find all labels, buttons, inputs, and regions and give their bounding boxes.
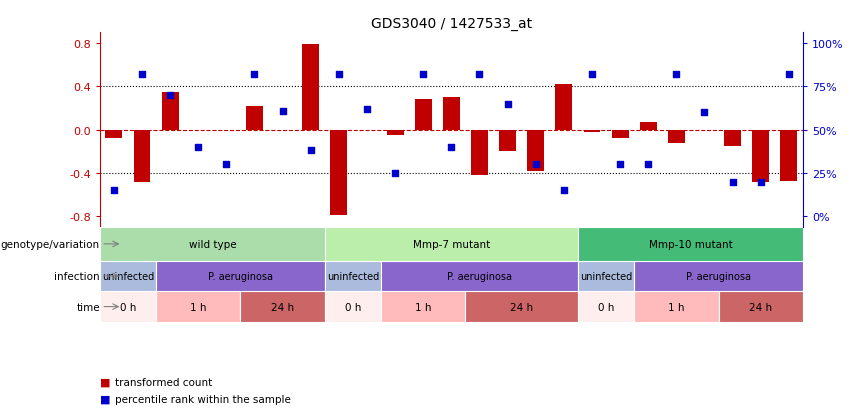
- Bar: [465, 292, 578, 322]
- Bar: [331, 131, 347, 216]
- Text: P. aeruginosa: P. aeruginosa: [686, 271, 751, 281]
- Point: [163, 93, 177, 99]
- Text: uninfected: uninfected: [327, 271, 379, 281]
- Bar: [724, 131, 741, 147]
- Bar: [719, 292, 803, 322]
- Bar: [635, 261, 803, 292]
- Title: GDS3040 / 1427533_at: GDS3040 / 1427533_at: [371, 17, 532, 31]
- Text: uninfected: uninfected: [580, 271, 632, 281]
- Bar: [161, 93, 179, 131]
- Bar: [381, 261, 578, 292]
- Point: [585, 72, 599, 78]
- Text: ■: ■: [100, 377, 110, 387]
- Point: [613, 161, 627, 168]
- Point: [304, 148, 318, 154]
- Bar: [156, 261, 325, 292]
- Bar: [325, 228, 578, 261]
- Text: 1 h: 1 h: [190, 302, 207, 312]
- Point: [472, 72, 486, 78]
- Bar: [386, 131, 404, 136]
- Bar: [100, 292, 156, 322]
- Text: 0 h: 0 h: [120, 302, 136, 312]
- Text: 1 h: 1 h: [668, 302, 685, 312]
- Bar: [635, 292, 719, 322]
- Bar: [527, 131, 544, 171]
- Text: ■: ■: [100, 394, 110, 404]
- Bar: [780, 131, 798, 181]
- Bar: [381, 292, 465, 322]
- Text: 0 h: 0 h: [345, 302, 361, 312]
- Text: infection: infection: [54, 271, 100, 281]
- Point: [276, 108, 290, 115]
- Bar: [667, 131, 685, 143]
- Point: [220, 161, 233, 168]
- Point: [444, 144, 458, 151]
- Point: [107, 188, 121, 194]
- Bar: [246, 107, 263, 131]
- Point: [501, 101, 515, 108]
- Bar: [578, 228, 803, 261]
- Point: [417, 72, 431, 78]
- Point: [557, 188, 571, 194]
- Text: Mmp-7 mutant: Mmp-7 mutant: [413, 239, 490, 249]
- Text: genotype/variation: genotype/variation: [1, 239, 100, 249]
- Text: transformed count: transformed count: [115, 377, 213, 387]
- Text: percentile rank within the sample: percentile rank within the sample: [115, 394, 292, 404]
- Text: 1 h: 1 h: [415, 302, 431, 312]
- Bar: [578, 261, 635, 292]
- Bar: [134, 131, 150, 182]
- Text: 24 h: 24 h: [510, 302, 533, 312]
- Text: P. aeruginosa: P. aeruginosa: [447, 271, 512, 281]
- Bar: [240, 292, 325, 322]
- Bar: [753, 131, 769, 182]
- Text: wild type: wild type: [188, 239, 236, 249]
- Bar: [499, 131, 516, 152]
- Point: [135, 72, 149, 78]
- Bar: [443, 98, 460, 131]
- Point: [332, 72, 345, 78]
- Point: [753, 179, 767, 185]
- Text: time: time: [76, 302, 100, 312]
- Point: [529, 161, 542, 168]
- Bar: [612, 131, 628, 139]
- Bar: [471, 131, 488, 176]
- Text: uninfected: uninfected: [102, 271, 154, 281]
- Bar: [100, 228, 325, 261]
- Point: [191, 144, 205, 151]
- Point: [641, 161, 655, 168]
- Bar: [640, 123, 657, 131]
- Bar: [100, 261, 156, 292]
- Text: Mmp-10 mutant: Mmp-10 mutant: [648, 239, 733, 249]
- Bar: [325, 292, 381, 322]
- Text: 24 h: 24 h: [271, 302, 294, 312]
- Bar: [556, 85, 572, 131]
- Bar: [325, 261, 381, 292]
- Bar: [578, 292, 635, 322]
- Point: [360, 106, 374, 113]
- Point: [247, 72, 261, 78]
- Text: 24 h: 24 h: [749, 302, 773, 312]
- Bar: [302, 45, 319, 131]
- Point: [388, 170, 402, 177]
- Bar: [415, 100, 431, 131]
- Bar: [583, 131, 601, 133]
- Point: [726, 179, 740, 185]
- Bar: [156, 292, 240, 322]
- Bar: [105, 131, 122, 139]
- Point: [782, 72, 796, 78]
- Text: 0 h: 0 h: [598, 302, 615, 312]
- Text: P. aeruginosa: P. aeruginosa: [208, 271, 273, 281]
- Point: [698, 110, 712, 116]
- Point: [669, 72, 683, 78]
